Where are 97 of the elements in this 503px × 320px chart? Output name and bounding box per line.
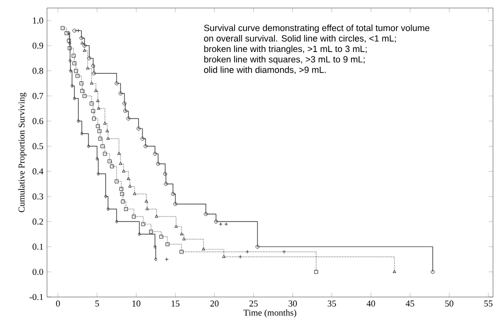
- point: [159, 234, 164, 239]
- x-tick-label: 40: [366, 300, 376, 307]
- point: [140, 136, 144, 141]
- point: [100, 144, 104, 148]
- point: [123, 109, 128, 113]
- point: [108, 159, 112, 164]
- point: [106, 136, 110, 140]
- point: [156, 162, 160, 166]
- point: [144, 200, 148, 203]
- point: [204, 212, 208, 216]
- annotation: olid line with diamonds, >9 mL.: [204, 66, 326, 74]
- point: [96, 106, 100, 110]
- y-tick-label: 1.0: [33, 18, 44, 24]
- point: [144, 144, 148, 148]
- x-tick-label: 50: [445, 300, 454, 307]
- point: [118, 91, 122, 96]
- point: [119, 186, 124, 191]
- point: [79, 81, 84, 86]
- point: [136, 126, 140, 131]
- y-tick-label: 0.0: [32, 268, 44, 275]
- x-tick-label: 20: [210, 300, 219, 307]
- point: [120, 200, 125, 204]
- point: [114, 81, 119, 86]
- point: [173, 202, 178, 206]
- y-tick-label: 0.5: [32, 143, 44, 150]
- point: [110, 164, 114, 168]
- annotation: Survival curve demonstrating effect of total tumor volume: [204, 24, 430, 33]
- point: [68, 46, 72, 50]
- y-axis-title: Cumulative Proportion Surviving: [18, 92, 26, 212]
- x-tick-label: 55: [484, 300, 492, 306]
- point: [72, 61, 76, 66]
- x-tick-label: 30: [288, 300, 297, 307]
- point: [128, 184, 132, 188]
- point: [82, 44, 86, 48]
- y-tick-label: 0.3: [32, 193, 44, 200]
- point: [126, 116, 130, 121]
- point: [314, 270, 318, 274]
- y-tick-label: 0.7: [32, 92, 44, 99]
- point: [98, 136, 102, 141]
- point: [164, 182, 168, 186]
- y-tick-label: 0.6: [32, 118, 44, 124]
- y-tick-label: 0.2: [32, 218, 43, 225]
- point: [106, 129, 109, 132]
- point: [74, 68, 78, 73]
- point: [171, 192, 175, 196]
- y-tick-label: 0.1: [32, 244, 43, 250]
- x-tick-label: 5: [95, 300, 99, 306]
- point: [122, 102, 126, 106]
- point: [141, 222, 146, 226]
- point: [166, 242, 170, 246]
- x-tick-label: 25: [249, 300, 258, 307]
- point: [124, 207, 128, 211]
- point: [82, 94, 86, 98]
- point: [66, 38, 71, 43]
- point: [91, 109, 96, 113]
- point: [163, 172, 168, 176]
- annotation: broken line with squares, >3 mL to 9 mL;: [204, 56, 365, 64]
- y-tick-label: -0.1: [30, 294, 43, 300]
- point: [114, 179, 119, 184]
- point: [153, 152, 157, 156]
- point: [214, 220, 218, 224]
- point: [256, 244, 260, 249]
- point: [90, 102, 94, 106]
- x-tick-label: 0: [56, 300, 60, 307]
- point: [87, 56, 92, 60]
- point: [79, 36, 84, 40]
- annotation: on overall survival. Solid line with circles, <1 mL;: [204, 34, 396, 43]
- point: [96, 124, 100, 128]
- point: [180, 250, 184, 254]
- point: [76, 74, 80, 78]
- y-tick-label: 0.4: [32, 168, 44, 174]
- point: [72, 54, 76, 58]
- x-axis-title: Time (months): [244, 309, 296, 318]
- point: [102, 152, 107, 156]
- point: [94, 88, 98, 92]
- point: [132, 192, 136, 196]
- point: [120, 192, 124, 196]
- x-tick-label: 35: [328, 300, 336, 307]
- point: [132, 214, 136, 219]
- point: [96, 99, 100, 102]
- point: [60, 26, 65, 30]
- x-tick-label: 45: [406, 300, 414, 307]
- point: [180, 232, 184, 236]
- point: [149, 230, 154, 234]
- point: [91, 64, 96, 68]
- x-tick-label: 15: [172, 300, 180, 307]
- point: [92, 71, 96, 76]
- point: [174, 224, 178, 228]
- point: [80, 88, 84, 93]
- point: [145, 207, 149, 210]
- y-tick-label: 0.9: [32, 42, 44, 49]
- y-tick-label: 0.8: [32, 68, 44, 74]
- point: [92, 116, 96, 121]
- point: [97, 129, 102, 134]
- point: [103, 122, 107, 125]
- annotation: broken line with triangles, >1 mL to 3 mL;: [204, 45, 367, 54]
- x-tick-label: 10: [132, 300, 140, 307]
